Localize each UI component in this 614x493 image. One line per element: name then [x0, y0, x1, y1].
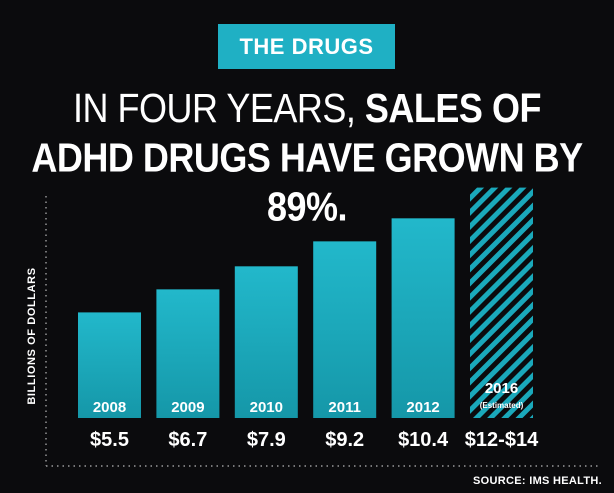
value-label: $10.4 [398, 429, 449, 451]
bar [156, 289, 220, 418]
labels-group: 2008 $5.5 2009 $6.7 2010 $7.9 2011 $9.2 2012 $10.… [90, 380, 539, 451]
bar [313, 241, 377, 418]
headline: IN FOUR YEARS, SALES OF ADHD DRUGS HAVE … [0, 84, 614, 232]
y-axis-label: BILLIONS OF DOLLARS [26, 267, 38, 404]
category-note: (Estimated) [480, 401, 524, 410]
headline-line-1: IN FOUR YEARS, SALES OF [0, 84, 614, 133]
bar [391, 218, 455, 418]
category-label: 2010 [250, 399, 283, 416]
title-badge: THE DRUGS [218, 24, 395, 69]
chart-axes: BILLIONS OF DOLLARS [26, 196, 600, 467]
bar [234, 266, 298, 418]
category-label: 2008 [93, 399, 126, 416]
bar-estimated [470, 187, 533, 418]
bars-group [78, 187, 533, 418]
category-label: 2016 [485, 380, 518, 397]
value-label: $9.2 [325, 429, 364, 451]
value-label: $5.5 [90, 429, 129, 451]
source-note: SOURCE: IMS HEALTH. [473, 475, 602, 487]
category-label: 2012 [406, 399, 439, 416]
bar [78, 312, 141, 418]
category-label: 2009 [171, 399, 204, 416]
headline-line-2: ADHD DRUGS HAVE GROWN BY 89%. [31, 134, 583, 230]
headline-line-1-bold: SALES OF [364, 85, 542, 132]
headline-line-1-light: IN FOUR YEARS, [73, 85, 365, 132]
value-label: $12-$14 [465, 429, 539, 451]
value-label: $6.7 [168, 429, 207, 451]
category-label: 2011 [328, 399, 361, 416]
value-label: $7.9 [247, 429, 286, 451]
